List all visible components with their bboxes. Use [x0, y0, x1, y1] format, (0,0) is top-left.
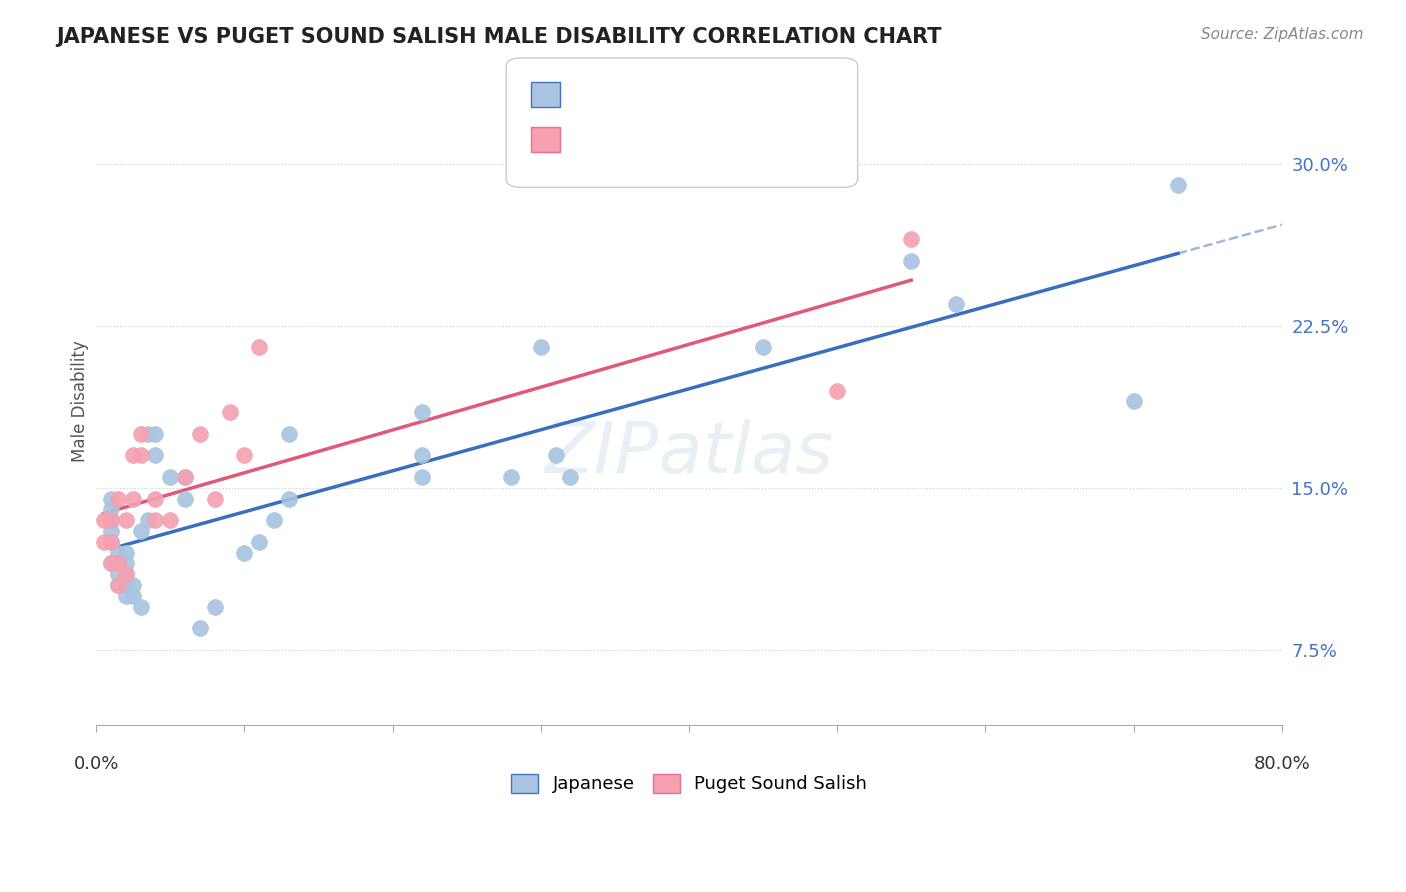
Point [100, 534, 122, 549]
Point [129, 524, 152, 538]
Point [204, 491, 226, 506]
Point [159, 470, 181, 484]
Point [1167, 178, 1189, 193]
Point [411, 470, 433, 484]
Point [114, 567, 136, 582]
Point [825, 384, 848, 398]
Point [188, 621, 211, 635]
Point [900, 232, 922, 246]
Point [174, 470, 197, 484]
Point [544, 449, 567, 463]
Point [107, 557, 129, 571]
Point [114, 589, 136, 603]
Point [100, 491, 122, 506]
Point [114, 546, 136, 560]
Point [277, 426, 299, 441]
Point [1122, 394, 1144, 409]
Point [900, 254, 922, 268]
Point [136, 513, 159, 527]
Text: Source: ZipAtlas.com: Source: ZipAtlas.com [1201, 27, 1364, 42]
Point [100, 513, 122, 527]
Point [411, 405, 433, 419]
Point [122, 589, 145, 603]
Point [145, 513, 167, 527]
Point [114, 567, 136, 582]
Point [114, 513, 136, 527]
Point [100, 524, 122, 538]
Point [247, 340, 270, 354]
Legend: Japanese, Puget Sound Salish: Japanese, Puget Sound Salish [503, 767, 875, 801]
Point [145, 491, 167, 506]
Point [100, 502, 122, 516]
Point [107, 557, 129, 571]
Point [204, 599, 226, 614]
Text: JAPANESE VS PUGET SOUND SALISH MALE DISABILITY CORRELATION CHART: JAPANESE VS PUGET SOUND SALISH MALE DISA… [56, 27, 942, 46]
Point [122, 449, 145, 463]
Text: R = 0.604   N = 45: R = 0.604 N = 45 [569, 85, 740, 103]
Text: 80.0%: 80.0% [1253, 755, 1310, 772]
Point [174, 491, 197, 506]
Point [945, 297, 967, 311]
Point [233, 546, 256, 560]
Text: ZIPatlas: ZIPatlas [544, 418, 834, 488]
Point [263, 513, 285, 527]
Point [107, 578, 129, 592]
Point [100, 534, 122, 549]
Point [145, 426, 167, 441]
Point [107, 491, 129, 506]
Text: 0.0%: 0.0% [73, 755, 120, 772]
Point [93, 534, 115, 549]
Point [136, 426, 159, 441]
Point [107, 546, 129, 560]
Point [100, 557, 122, 571]
Point [107, 578, 129, 592]
Point [188, 426, 211, 441]
Point [233, 449, 256, 463]
Point [129, 449, 152, 463]
Point [411, 449, 433, 463]
Y-axis label: Male Disability: Male Disability [72, 341, 89, 462]
Point [100, 513, 122, 527]
Point [159, 513, 181, 527]
Point [129, 599, 152, 614]
Point [145, 449, 167, 463]
Point [560, 470, 582, 484]
Point [122, 578, 145, 592]
Point [530, 340, 553, 354]
Point [752, 340, 775, 354]
Point [247, 534, 270, 549]
Point [277, 491, 299, 506]
Point [218, 405, 240, 419]
Point [129, 426, 152, 441]
Point [174, 470, 197, 484]
Point [122, 491, 145, 506]
Point [114, 578, 136, 592]
Point [501, 470, 523, 484]
Point [107, 567, 129, 582]
Text: R = 0.259   N = 25: R = 0.259 N = 25 [569, 129, 740, 147]
Point [114, 557, 136, 571]
Point [93, 513, 115, 527]
Point [100, 557, 122, 571]
